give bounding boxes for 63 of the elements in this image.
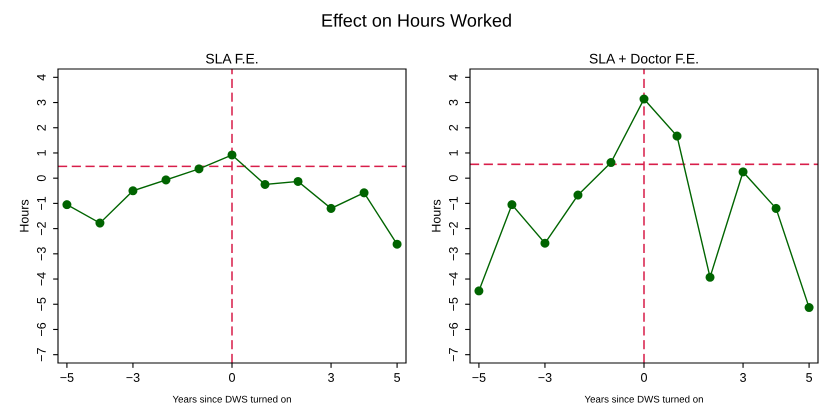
- y-tick-label: 2: [36, 124, 46, 131]
- chart-title: SLA F.E.: [206, 54, 258, 64]
- y-tick-label: 4: [37, 74, 46, 81]
- point: [738, 167, 748, 176]
- y-tick-label: 1: [37, 150, 46, 156]
- y-axis-title: Hours: [432, 200, 441, 232]
- point: [194, 164, 204, 174]
- point: [573, 190, 582, 200]
- y-tick-label: −4: [449, 272, 458, 286]
- y-tick-label: −2: [36, 222, 46, 236]
- y-axis-title: Hours: [20, 200, 29, 232]
- point: [128, 186, 138, 196]
- y-tick-label: −7: [449, 348, 458, 362]
- y-tick-label: 2: [448, 124, 458, 131]
- text: Effect on Hours Worked: [322, 14, 511, 27]
- point: [95, 218, 104, 228]
- point: [260, 180, 270, 189]
- point: [360, 188, 369, 198]
- chart-title: SLA + Doctor F.E.: [590, 54, 698, 64]
- point: [62, 200, 72, 210]
- point: [540, 238, 550, 248]
- point: [294, 176, 303, 186]
- point: [606, 158, 616, 168]
- point: [672, 132, 682, 141]
- x-tick-label: −5: [60, 373, 74, 382]
- point: [326, 204, 336, 213]
- x-tick-label: 3: [328, 373, 334, 382]
- y-tick-label: −3: [448, 247, 458, 260]
- x-tick-label: 5: [806, 373, 812, 382]
- point: [639, 94, 649, 104]
- x-tick-label: 0: [229, 373, 235, 382]
- y-tick-label: 0: [36, 175, 46, 182]
- y-tick-label: 3: [448, 100, 458, 106]
- y-tick-label: −5: [37, 298, 46, 311]
- x-tick-label: 0: [641, 373, 647, 382]
- point: [227, 150, 237, 160]
- y-tick-label: −6: [36, 322, 46, 336]
- point: [706, 272, 715, 282]
- x-tick-label: 5: [394, 373, 400, 382]
- point: [804, 303, 814, 312]
- point: [507, 200, 516, 210]
- point: [392, 240, 402, 249]
- y-tick-label: −5: [449, 298, 458, 311]
- y-tick-label: −6: [448, 322, 458, 336]
- y-tick-label: 4: [449, 74, 458, 81]
- x-tick-label: −3: [538, 373, 552, 382]
- x-axis-title: Years since DWS turned on: [172, 395, 291, 403]
- y-tick-label: −4: [37, 272, 46, 286]
- y-tick-label: −1: [37, 196, 46, 210]
- y-tick-label: 1: [449, 150, 458, 156]
- y-tick-label: −2: [448, 222, 458, 236]
- x-tick-label: −5: [472, 373, 486, 382]
- y-tick-label: −1: [449, 196, 458, 210]
- y-tick-label: −3: [36, 247, 46, 260]
- y-tick-label: 0: [448, 175, 458, 182]
- point: [772, 204, 781, 213]
- y-tick-label: −7: [37, 348, 46, 362]
- point: [474, 286, 484, 296]
- x-tick-label: 3: [740, 373, 746, 382]
- x-axis-title: Years since DWS turned on: [584, 395, 703, 403]
- y-tick-label: 3: [36, 100, 46, 106]
- point: [161, 175, 170, 184]
- x-tick-label: −3: [126, 373, 140, 382]
